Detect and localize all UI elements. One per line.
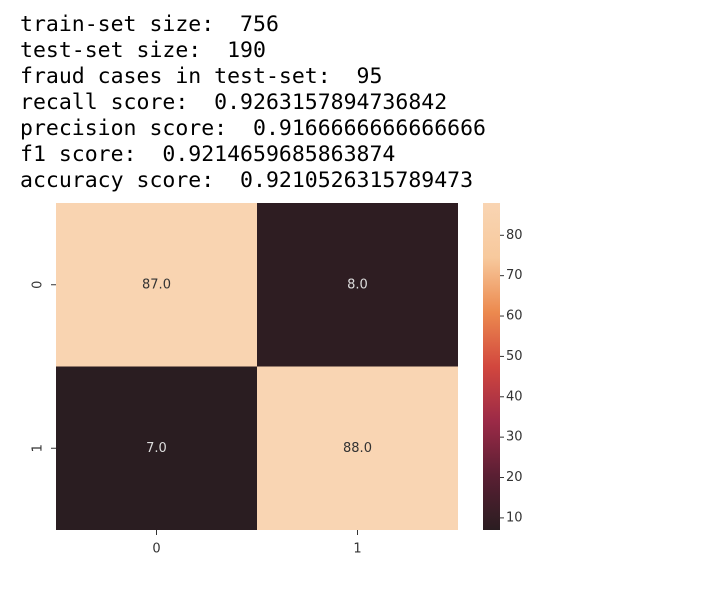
- output-line: f1 score: 0.9214659685863874: [20, 142, 396, 167]
- text-output: train-set size: 756 test-set size: 190 fra…: [20, 12, 486, 194]
- x-tick-label: 1: [353, 542, 361, 557]
- colorbar-tick-label: 70: [506, 268, 523, 283]
- heatmap-cell: [56, 366, 257, 530]
- x-tick-label: 0: [152, 542, 160, 557]
- output-line: fraud cases in test-set: 95: [20, 64, 383, 89]
- colorbar: [483, 203, 500, 530]
- heatmap-cell: [257, 203, 458, 367]
- cell-label: 8.0: [347, 277, 368, 292]
- cell-label: 87.0: [142, 277, 171, 292]
- colorbar-tick-label: 30: [506, 430, 523, 445]
- output-line: recall score: 0.9263157894736842: [20, 90, 448, 115]
- colorbar-tick-label: 80: [506, 228, 523, 243]
- colorbar-tick-label: 60: [506, 309, 523, 324]
- cell-label: 7.0: [146, 441, 167, 456]
- colorbar-tick-label: 40: [506, 389, 523, 404]
- output-line: accuracy score: 0.9210526315789473: [20, 168, 474, 193]
- colorbar-tick-label: 50: [506, 349, 523, 364]
- heatmap-cell: [257, 366, 458, 530]
- heatmap-cell: [56, 203, 257, 367]
- colorbar-tick-label: 10: [506, 510, 523, 525]
- colorbar-tick-label: 20: [506, 470, 523, 485]
- output-line: test-set size: 190: [20, 38, 266, 63]
- y-tick-label: 1: [31, 444, 46, 452]
- y-tick-label: 0: [31, 281, 46, 289]
- output-line: train-set size: 756: [20, 12, 279, 37]
- output-line: precision score: 0.9166666666666666: [20, 116, 486, 141]
- cell-label: 88.0: [343, 441, 372, 456]
